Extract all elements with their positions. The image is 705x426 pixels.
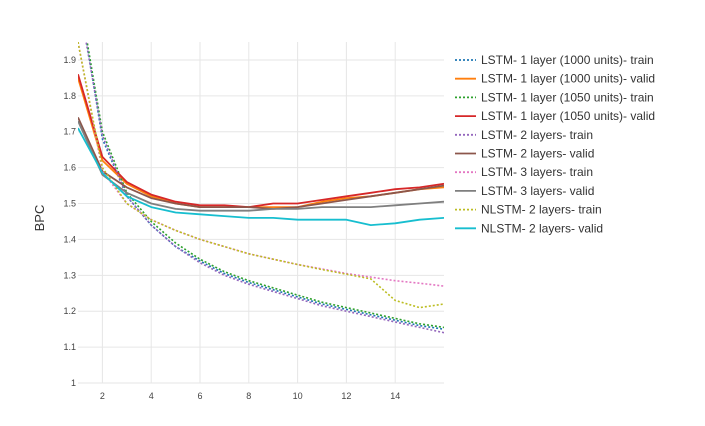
series-line-5: [85, 42, 444, 334]
y-tick-label: 1.1: [63, 342, 76, 352]
y-tick-label: 1.2: [63, 306, 76, 316]
series-group: [78, 42, 444, 334]
series-line-9: [78, 42, 444, 309]
series-line-4: [78, 74, 444, 209]
legend-item[interactable]: LSTM- 1 layer (1000 units)- train: [455, 53, 654, 67]
legend-item[interactable]: LSTM- 2 layers- train: [455, 128, 593, 142]
y-tick-label: 1.4: [63, 234, 76, 244]
legend-label: NLSTM- 2 layers- valid: [481, 221, 603, 235]
y-tick-label: 1: [71, 378, 76, 388]
x-tick-label: 12: [341, 391, 351, 401]
legend-item[interactable]: LSTM- 1 layer (1000 units)- valid: [455, 72, 655, 86]
x-tick-label: 4: [149, 391, 154, 401]
legend-item[interactable]: NLSTM- 2 layers- valid: [455, 221, 603, 235]
x-tick-label: 2: [100, 391, 105, 401]
legend-item[interactable]: LSTM- 2 layers- valid: [455, 147, 594, 161]
series-line-10: [78, 127, 444, 227]
legend-label: LSTM- 1 layer (1050 units)- valid: [481, 109, 655, 123]
y-tick-label: 1.3: [63, 270, 76, 280]
legend-label: LSTM- 1 layer (1000 units)- train: [481, 53, 654, 67]
x-tick-label: 10: [293, 391, 303, 401]
x-tick-label: 14: [390, 391, 400, 401]
series-line-6: [78, 117, 444, 210]
series-line-3: [86, 42, 444, 329]
y-axis-title: BPC: [32, 205, 47, 232]
series-line-8: [78, 120, 444, 212]
y-tick-label: 1.6: [63, 163, 76, 173]
y-tick-label: 1.8: [63, 91, 76, 101]
y-tick-label: 1.5: [63, 199, 76, 209]
legend-item[interactable]: LSTM- 1 layer (1050 units)- valid: [455, 109, 655, 123]
legend-label: LSTM- 2 layers- valid: [481, 147, 594, 161]
y-tick-label: 1.9: [63, 55, 76, 65]
legend-label: LSTM- 1 layer (1050 units)- train: [481, 90, 654, 104]
legend-item[interactable]: LSTM- 3 layers- train: [455, 165, 593, 179]
x-tick-label: 6: [197, 391, 202, 401]
legend-label: NLSTM- 2 layers- train: [481, 203, 602, 217]
grid: [78, 42, 444, 384]
legend-label: LSTM- 3 layers- valid: [481, 184, 594, 198]
legend-item[interactable]: LSTM- 3 layers- valid: [455, 184, 594, 198]
legend-label: LSTM- 1 layer (1000 units)- valid: [481, 72, 655, 86]
axes: 1 1.1 1.2 1.3 1.4 1.5 1.6 1.7 1.8 1.9 2 4 6 8 10 12 14: [63, 55, 400, 401]
legend-item[interactable]: NLSTM- 2 layers- train: [455, 203, 602, 217]
legend-label: LSTM- 2 layers- train: [481, 128, 593, 142]
legend-label: LSTM- 3 layers- train: [481, 165, 593, 179]
y-tick-label: 1.7: [63, 127, 76, 137]
legend-item[interactable]: LSTM- 1 layer (1050 units)- train: [455, 90, 654, 104]
x-tick-label: 8: [246, 391, 251, 401]
legend[interactable]: LSTM- 1 layer (1000 units)- train LSTM- 1…: [455, 53, 655, 235]
